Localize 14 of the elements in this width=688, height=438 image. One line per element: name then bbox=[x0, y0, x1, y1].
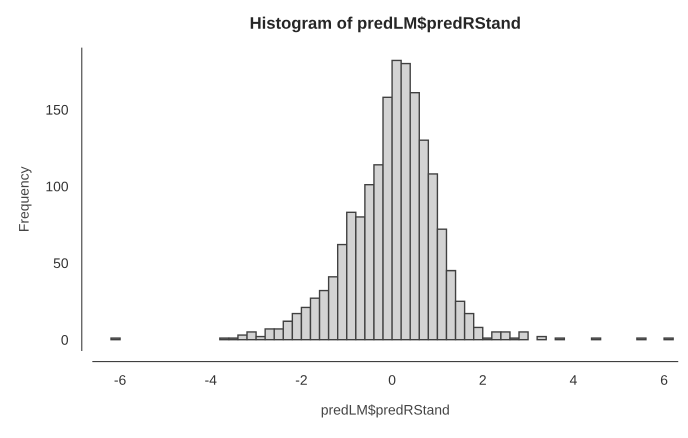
x-tick-label: -2 bbox=[296, 375, 307, 385]
x-tick-label: -4 bbox=[205, 375, 217, 385]
x-axis-title: predLM$predRStand bbox=[322, 404, 449, 418]
y-tick-label: 50 bbox=[54, 258, 68, 268]
x-tick-label: 2 bbox=[480, 375, 486, 385]
x-tick-label: 6 bbox=[660, 375, 668, 385]
x-tick-label: -6 bbox=[114, 375, 126, 385]
y-tick-label: 100 bbox=[46, 182, 68, 192]
x-tick-label: 4 bbox=[570, 375, 577, 385]
y-tick-label: 0 bbox=[61, 334, 68, 345]
x-tick-label: 0 bbox=[388, 375, 396, 385]
y-tick-label: 150 bbox=[46, 104, 68, 115]
chart-title: Histogram of predLM$predRStand bbox=[250, 16, 520, 32]
y-axis-title: Frequency bbox=[19, 166, 32, 231]
